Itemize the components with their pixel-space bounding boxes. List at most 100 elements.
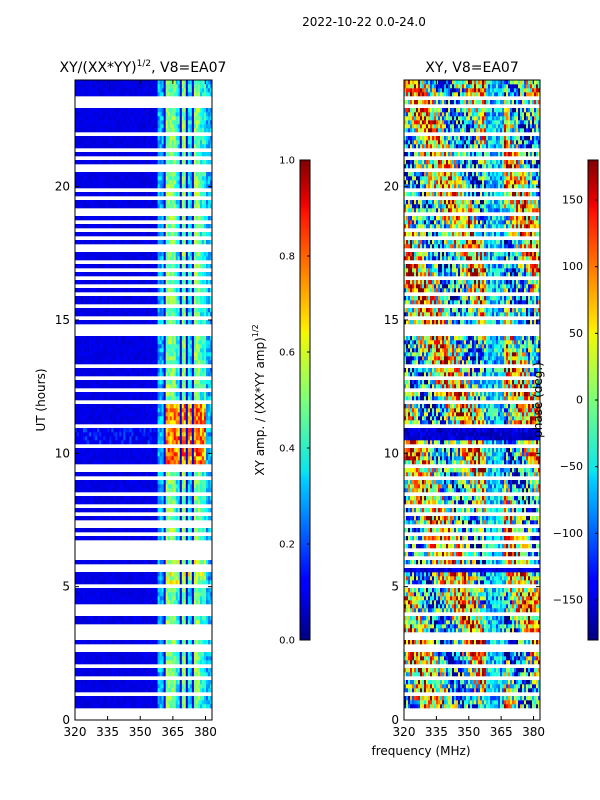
heatmap-cell bbox=[149, 576, 152, 581]
heatmap-cell bbox=[155, 360, 158, 365]
heatmap-cell bbox=[197, 684, 201, 689]
heatmap-cell bbox=[197, 392, 201, 397]
heatmap-cell bbox=[161, 596, 165, 601]
heatmap-cell bbox=[191, 252, 195, 257]
heatmap-cell bbox=[131, 360, 134, 365]
heatmap-cell bbox=[125, 256, 128, 261]
heatmap-cell bbox=[119, 572, 122, 577]
heatmap-cell bbox=[103, 396, 106, 401]
heatmap-cell bbox=[77, 432, 80, 437]
heatmap-cell bbox=[91, 264, 94, 269]
heatmap-cell bbox=[173, 652, 177, 657]
heatmap-cell bbox=[79, 296, 82, 301]
heatmap-cell bbox=[135, 296, 138, 301]
heatmap-cell bbox=[185, 264, 189, 269]
heatmap-cell bbox=[131, 480, 134, 485]
heatmap-cell bbox=[77, 696, 80, 701]
heatmap-cell bbox=[177, 572, 181, 577]
heatmap-cell bbox=[153, 264, 156, 269]
heatmap-cell bbox=[87, 448, 90, 453]
heatmap-cell bbox=[101, 232, 104, 237]
heatmap-cell bbox=[179, 616, 183, 621]
heatmap-cell bbox=[153, 700, 156, 705]
heatmap-cell bbox=[185, 640, 189, 645]
heatmap-cell bbox=[193, 640, 197, 645]
heatmap-cell bbox=[161, 224, 165, 229]
heatmap-cell bbox=[197, 668, 201, 673]
heatmap-cell bbox=[125, 336, 128, 341]
heatmap-cell bbox=[101, 616, 104, 621]
heatmap-cell bbox=[135, 536, 138, 541]
heatmap-cell bbox=[133, 340, 136, 345]
heatmap-cell bbox=[155, 472, 158, 477]
heatmap-cell bbox=[173, 516, 177, 521]
heatmap-cell bbox=[127, 392, 130, 397]
heatmap-cell bbox=[89, 696, 92, 701]
heatmap-cell bbox=[165, 688, 169, 693]
heatmap-cell bbox=[127, 460, 130, 465]
heatmap-cell bbox=[171, 392, 175, 397]
heatmap-cell bbox=[151, 408, 154, 413]
heatmap-cell bbox=[89, 252, 92, 257]
heatmap-cell bbox=[143, 536, 146, 541]
heatmap-cell bbox=[137, 396, 140, 401]
heatmap-cell bbox=[79, 536, 82, 541]
heatmap-cell bbox=[159, 600, 163, 605]
heatmap-cell bbox=[163, 372, 167, 377]
heatmap-cell bbox=[163, 592, 167, 597]
heatmap-cell bbox=[179, 496, 183, 501]
heatmap-cell bbox=[157, 308, 161, 313]
heatmap-cell bbox=[193, 672, 197, 677]
heatmap-cell bbox=[147, 396, 150, 401]
heatmap-cell bbox=[155, 484, 158, 489]
heatmap-cell bbox=[201, 224, 205, 229]
heatmap-cell bbox=[91, 508, 94, 513]
heatmap-cell bbox=[203, 652, 207, 657]
heatmap-cell bbox=[75, 396, 78, 401]
heatmap-cell bbox=[131, 684, 134, 689]
heatmap-cell bbox=[155, 580, 158, 585]
heatmap-cell bbox=[115, 580, 118, 585]
heatmap-cell bbox=[173, 432, 177, 437]
heatmap-cell bbox=[151, 404, 154, 409]
heatmap-cell bbox=[99, 668, 102, 673]
heatmap-cell bbox=[159, 312, 163, 317]
heatmap-cell bbox=[179, 408, 183, 413]
heatmap-cell bbox=[191, 224, 195, 229]
heatmap-cell bbox=[149, 616, 152, 621]
heatmap-cell bbox=[191, 684, 195, 689]
heatmap-cell bbox=[175, 428, 179, 433]
heatmap-cell bbox=[161, 600, 165, 605]
heatmap-cell bbox=[85, 396, 88, 401]
heatmap-cell bbox=[137, 572, 140, 577]
heatmap-cell bbox=[99, 256, 102, 261]
heatmap-cell bbox=[135, 600, 138, 605]
heatmap-cell bbox=[149, 352, 152, 357]
heatmap-cell bbox=[151, 452, 154, 457]
heatmap-cell bbox=[177, 256, 181, 261]
heatmap-cell bbox=[83, 432, 86, 437]
heatmap-cell bbox=[81, 528, 84, 533]
heatmap-cell bbox=[151, 592, 154, 597]
heatmap-cell bbox=[151, 528, 154, 533]
heatmap-cell bbox=[149, 408, 152, 413]
heatmap-cell bbox=[101, 640, 104, 645]
heatmap-cell bbox=[91, 668, 94, 673]
heatmap-cell bbox=[203, 560, 207, 565]
heatmap-cell bbox=[79, 460, 82, 465]
heatmap-cell bbox=[171, 432, 175, 437]
heatmap-cell bbox=[117, 356, 120, 361]
heatmap-cell bbox=[163, 432, 167, 437]
heatmap-cell bbox=[179, 452, 183, 457]
heatmap-cell bbox=[135, 416, 138, 421]
heatmap-cell bbox=[109, 480, 112, 485]
heatmap-cell bbox=[107, 224, 110, 229]
heatmap-cell bbox=[123, 432, 126, 437]
heatmap-cell bbox=[115, 420, 118, 425]
heatmap-cell bbox=[161, 280, 165, 285]
heatmap-cell bbox=[123, 684, 126, 689]
heatmap-cell bbox=[107, 596, 110, 601]
heatmap-cell bbox=[173, 700, 177, 705]
heatmap-cell bbox=[109, 656, 112, 661]
heatmap-cell bbox=[159, 572, 163, 577]
